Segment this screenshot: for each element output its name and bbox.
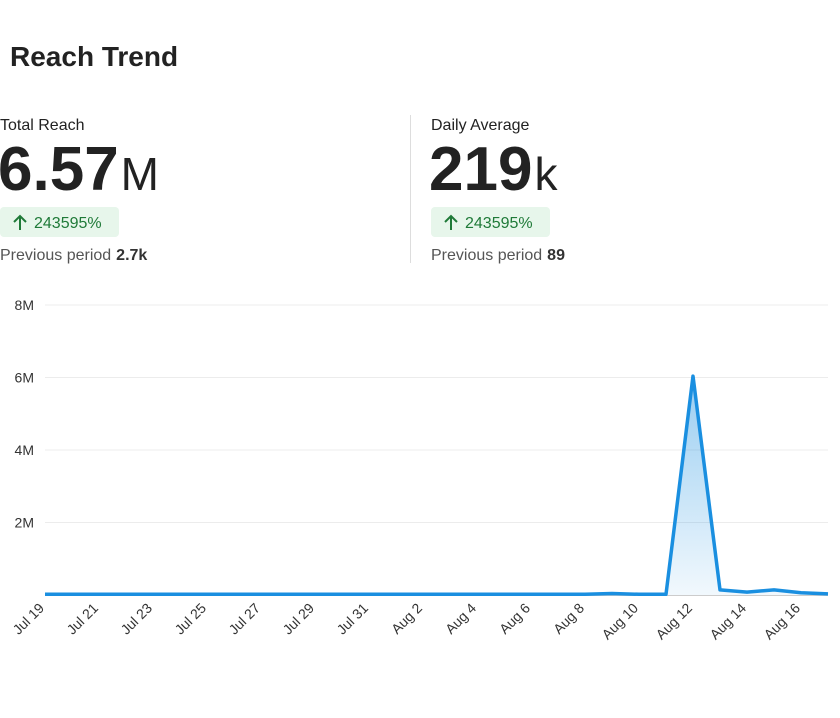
change-badge: [431, 207, 550, 237]
x-tick-label: Jul 27: [225, 600, 263, 638]
y-tick-label: 6M: [15, 370, 34, 386]
x-tick-label: Aug 12: [652, 600, 695, 643]
x-tick-label: Jul 29: [279, 600, 317, 638]
stat-value: 6.57M: [0, 135, 159, 204]
x-tick-label: Aug 6: [496, 600, 533, 637]
x-tick-label: Aug 4: [442, 600, 479, 637]
chart: 2M 4M 6M 8M Jul 19 Jul 21 Jul 23 Jul 25 Jul 27 Ju…: [9, 297, 829, 643]
stat-unit: M: [121, 148, 159, 200]
stat-label: Daily Average: [431, 117, 530, 134]
previous-label: Previous period: [431, 247, 542, 264]
previous-label: Previous period: [0, 247, 111, 264]
previous-value: 89: [547, 247, 565, 264]
line: [45, 374, 829, 597]
previous-value: 2.7k: [116, 247, 147, 264]
stat-unit: k: [534, 148, 558, 200]
x-tick-label: Aug 2: [388, 600, 425, 637]
widget-title: Reach Trend: [10, 41, 178, 72]
stat-label: Total Reach: [0, 117, 85, 134]
x-tick-label: Aug 16: [760, 600, 803, 643]
change-badge: [0, 207, 119, 237]
change-value: 243595%: [465, 215, 533, 232]
x-tick-label: Jul 21: [63, 600, 101, 638]
change-value: 243595%: [34, 215, 102, 232]
area: [45, 376, 828, 595]
previous-period: Previous period 2.7k: [0, 247, 147, 264]
x-tick-label: Aug 14: [706, 600, 749, 643]
y-tick-label: 8M: [15, 297, 34, 313]
stat-number: 6.57: [0, 135, 119, 204]
y-tick-label: 4M: [15, 442, 34, 458]
x-tick-label: Aug 10: [598, 600, 641, 643]
x-tick-label: Jul 25: [171, 600, 209, 638]
stat-value: 219k: [429, 135, 558, 204]
previous-period: Previous period 89: [431, 247, 565, 264]
stat-number: 219: [429, 135, 532, 204]
x-tick-label: Jul 23: [117, 600, 155, 638]
x-tick-label: Jul 19: [9, 600, 47, 638]
x-tick-label: Aug 8: [550, 600, 587, 637]
up-arrow: [13, 214, 27, 230]
x-tick-label: Jul 31: [333, 600, 371, 638]
up-arrow: [444, 214, 458, 230]
y-tick-label: 2M: [15, 515, 34, 531]
